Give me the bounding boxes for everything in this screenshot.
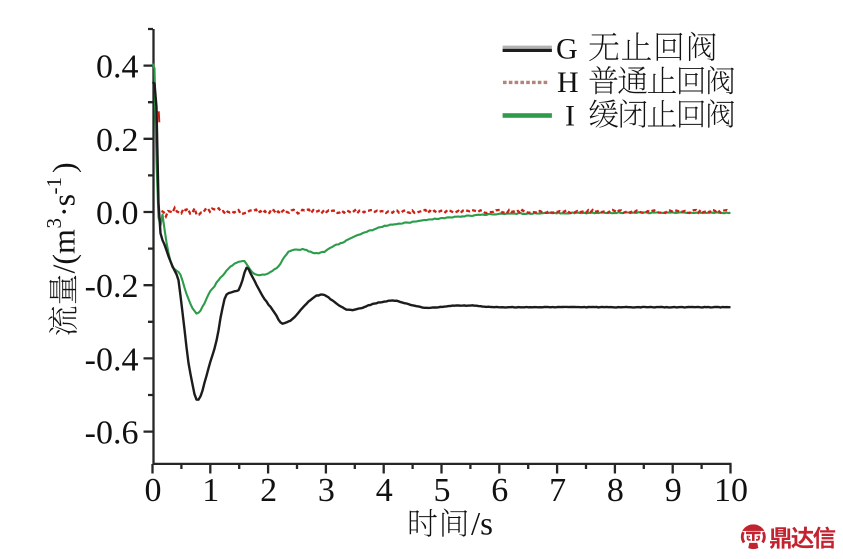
svg-text:): ): [46, 162, 82, 173]
svg-text:8: 8: [607, 472, 624, 509]
svg-text:·s: ·s: [46, 194, 82, 217]
svg-text:I: I: [565, 99, 575, 132]
svg-text:0.4: 0.4: [96, 49, 139, 86]
svg-text:-1: -1: [42, 177, 66, 195]
svg-text:6: 6: [491, 472, 508, 509]
svg-text:-0.4: -0.4: [85, 341, 139, 378]
svg-text:3: 3: [42, 218, 66, 229]
svg-text:5: 5: [434, 472, 451, 509]
svg-text:7: 7: [549, 472, 566, 509]
svg-text:0: 0: [145, 472, 162, 509]
svg-text:4: 4: [376, 472, 393, 509]
svg-text:-0.2: -0.2: [85, 268, 139, 305]
svg-text:2: 2: [260, 472, 277, 509]
svg-text:H: H: [557, 66, 579, 99]
svg-text:G: G: [556, 33, 578, 66]
svg-text:1: 1: [202, 472, 219, 509]
svg-text:-0.6: -0.6: [85, 415, 139, 452]
svg-text:/s: /s: [471, 507, 493, 543]
svg-text:/(m: /(m: [46, 229, 82, 274]
svg-text:9: 9: [665, 472, 682, 509]
svg-text:0.0: 0.0: [96, 195, 139, 232]
svg-text:3: 3: [318, 472, 335, 509]
svg-text:10: 10: [714, 472, 748, 509]
svg-text:0.2: 0.2: [96, 122, 139, 159]
